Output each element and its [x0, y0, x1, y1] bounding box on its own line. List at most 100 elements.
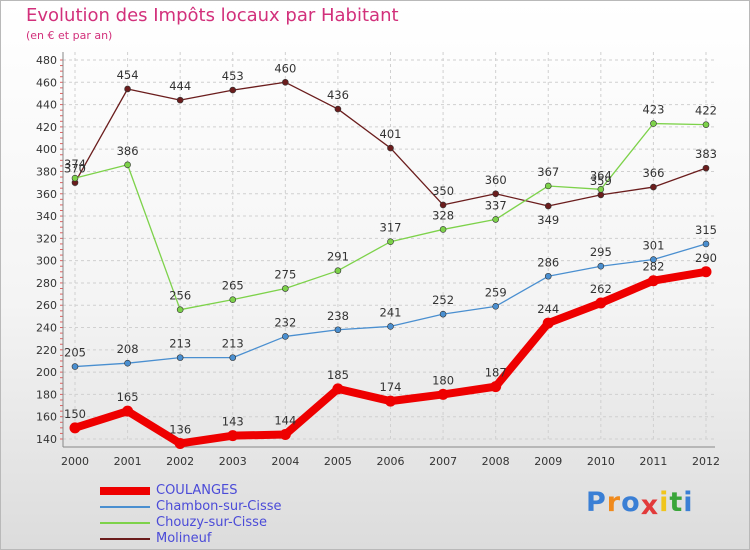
legend-label-chambon: Chambon-sur-Cisse	[156, 499, 282, 514]
data-label: 360	[485, 173, 507, 187]
data-point	[439, 310, 447, 318]
x-tick-label: 2011	[639, 455, 667, 468]
data-point	[597, 186, 605, 193]
data-label: 366	[642, 166, 664, 180]
data-label: 282	[642, 260, 664, 274]
data-point	[227, 430, 239, 442]
chart-legend: COULANGES Chambon-sur-Cisse Chouzy-sur-C…	[100, 483, 360, 547]
data-label: 136	[169, 422, 191, 436]
data-label: 174	[380, 380, 402, 394]
data-label: 262	[590, 282, 612, 296]
data-point	[385, 395, 396, 407]
data-point	[647, 275, 659, 287]
legend-item-chambon: Chambon-sur-Cisse	[100, 499, 360, 515]
y-tick-label: 220	[36, 344, 57, 357]
x-tick-label: 2000	[61, 455, 89, 468]
data-label: 213	[222, 337, 244, 351]
data-point	[334, 326, 342, 334]
legend-label-molineuf: Molineuf	[156, 531, 212, 546]
data-label: 295	[590, 245, 612, 259]
data-point	[229, 354, 237, 361]
chart-title: Evolution des Impôts locaux par Habitant	[26, 5, 399, 26]
x-tick-label: 2001	[114, 455, 142, 468]
data-label: 143	[222, 415, 244, 429]
data-label: 350	[432, 184, 454, 198]
data-point	[124, 359, 131, 367]
y-tick-label: 260	[36, 299, 57, 312]
data-label: 301	[642, 239, 664, 253]
legend-swatch-chouzy	[100, 522, 150, 524]
data-label: 367	[537, 165, 559, 179]
data-label: 328	[432, 208, 454, 222]
y-tick-label: 300	[36, 255, 57, 268]
data-point	[176, 96, 184, 104]
data-point	[387, 238, 394, 245]
data-label: 244	[537, 302, 559, 316]
data-label: 252	[432, 293, 454, 307]
legend-label-coulanges: COULANGES	[156, 483, 238, 498]
proxiti-logo: Proxiti	[586, 487, 694, 521]
logo-letter: i	[683, 487, 694, 518]
y-tick-label: 160	[36, 411, 57, 424]
data-label: 180	[432, 373, 454, 387]
y-tick-label: 380	[36, 165, 57, 178]
legend-swatch-chambon	[100, 506, 150, 508]
y-tick-label: 240	[36, 322, 57, 335]
data-point	[544, 202, 552, 210]
data-point	[597, 262, 605, 270]
data-label: 364	[590, 168, 612, 182]
data-point	[334, 105, 342, 113]
data-point	[176, 306, 184, 313]
y-tick-label: 460	[36, 76, 57, 89]
data-label: 422	[695, 104, 717, 118]
data-label: 165	[117, 390, 139, 404]
x-tick-label: 2010	[587, 455, 615, 468]
data-point	[544, 182, 552, 190]
data-point	[229, 296, 237, 303]
data-point	[176, 354, 184, 361]
x-tick-label: 2006	[377, 455, 405, 468]
data-label: 370	[64, 162, 86, 176]
data-point	[282, 333, 289, 340]
data-label: 349	[537, 213, 559, 227]
data-point	[650, 256, 657, 263]
chart-subtitle: (en € et par an)	[26, 29, 113, 42]
data-label: 256	[169, 289, 191, 303]
logo-letter: P	[586, 487, 607, 518]
y-tick-label: 480	[36, 54, 57, 67]
data-label: 213	[169, 337, 191, 351]
y-tick-label: 440	[36, 99, 57, 112]
data-point	[279, 429, 291, 441]
data-label: 444	[169, 79, 191, 93]
data-label: 436	[327, 88, 349, 102]
data-point	[700, 266, 712, 278]
data-point	[437, 388, 449, 400]
y-tick-label: 360	[36, 188, 57, 201]
data-point	[702, 240, 710, 248]
chart-series	[69, 78, 712, 449]
y-tick-label: 420	[36, 121, 57, 134]
data-point	[124, 85, 131, 93]
data-label: 453	[222, 69, 244, 83]
data-point	[282, 78, 289, 86]
y-tick-label: 280	[36, 277, 57, 290]
data-label: 317	[380, 221, 402, 235]
data-point	[174, 437, 186, 449]
y-tick-label: 400	[36, 143, 57, 156]
data-point	[492, 303, 499, 310]
data-point	[69, 422, 81, 434]
data-labels: 370 454 444 453 460 436 401 350 360 349 359 366 383 3…	[64, 61, 717, 436]
logo-letter: r	[606, 487, 622, 518]
data-label: 187	[485, 366, 507, 380]
logo-letter: t	[669, 487, 684, 518]
data-label: 290	[695, 251, 717, 265]
data-label: 185	[327, 368, 349, 382]
data-label: 241	[380, 305, 402, 319]
data-point	[124, 161, 131, 169]
x-tick-label: 2003	[219, 455, 247, 468]
data-label: 265	[222, 279, 244, 293]
data-label: 259	[485, 285, 507, 299]
data-label: 337	[485, 198, 507, 212]
line-chart: 140 160 180 200 220 240 260 280 300 320 340 360 380 4…	[36, 52, 720, 468]
